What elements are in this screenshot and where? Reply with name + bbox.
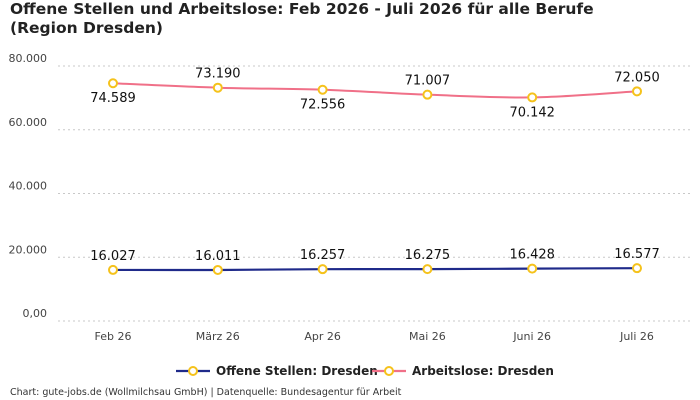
legend-swatch-marker — [188, 366, 198, 376]
data-point — [632, 263, 642, 274]
data-point — [212, 82, 223, 93]
data-label: 72.556 — [300, 98, 346, 113]
data-label: 72.050 — [614, 70, 660, 85]
y-tick-label: 40.000 — [9, 180, 48, 193]
data-point — [317, 264, 328, 275]
series-line-arbeitslose — [112, 82, 638, 99]
x-tick-label: Apr 26 — [304, 330, 341, 343]
series-line-offene-stellen — [112, 267, 638, 272]
series-lines — [108, 78, 642, 275]
data-point — [108, 264, 118, 275]
legend-swatch-marker — [384, 366, 394, 376]
data-label: 16.428 — [509, 248, 555, 263]
data-point — [422, 264, 433, 275]
grid-lines — [58, 65, 690, 322]
data-label: 16.027 — [90, 249, 136, 264]
data-label: 74.589 — [90, 91, 136, 106]
data-label: 73.190 — [195, 67, 241, 82]
data-point — [108, 78, 118, 89]
legend: Offene Stellen: Dresden Arbeitslose: Dres… — [176, 364, 554, 378]
x-tick-label: März 26 — [196, 330, 240, 343]
chart-footer: Chart: gute-jobs.de (Wollmilchsau GmbH) … — [10, 387, 402, 398]
y-tick-label: 20.000 — [9, 243, 48, 256]
data-point — [527, 92, 538, 103]
x-tick-label: Juni 26 — [512, 330, 551, 343]
legend-label: Arbeitslose: Dresden — [412, 364, 554, 378]
x-tick-label: Mai 26 — [409, 330, 446, 343]
data-point — [212, 264, 223, 275]
data-label: 71.007 — [405, 74, 451, 89]
data-label: 16.275 — [405, 248, 451, 263]
data-label: 16.257 — [300, 248, 346, 263]
legend-label: Offene Stellen: Dresden — [216, 364, 378, 378]
y-tick-label: 80.000 — [9, 52, 48, 65]
data-labels: 16.027 16.011 16.257 16.275 16.428 16.577 74.5… — [90, 67, 660, 264]
data-point — [422, 89, 433, 100]
data-label: 16.011 — [195, 249, 241, 264]
x-tick-label: Juli 26 — [619, 330, 654, 343]
x-axis-tick-labels: Feb 26 März 26 Apr 26 Mai 26 Juni 26 Juli 26 — [95, 330, 654, 343]
y-tick-label: 0,00 — [23, 307, 48, 320]
data-label: 70.142 — [509, 105, 555, 120]
data-point — [632, 86, 642, 97]
y-axis-tick-labels: 80.000 60.000 40.000 20.000 0,00 — [9, 52, 48, 320]
data-point — [527, 263, 538, 274]
chart-title: Offene Stellen und Arbeitslose: Feb 2026… — [10, 0, 594, 37]
y-tick-label: 60.000 — [9, 116, 48, 129]
x-tick-label: Feb 26 — [95, 330, 132, 343]
data-point — [317, 84, 328, 95]
data-label: 16.577 — [614, 247, 660, 262]
